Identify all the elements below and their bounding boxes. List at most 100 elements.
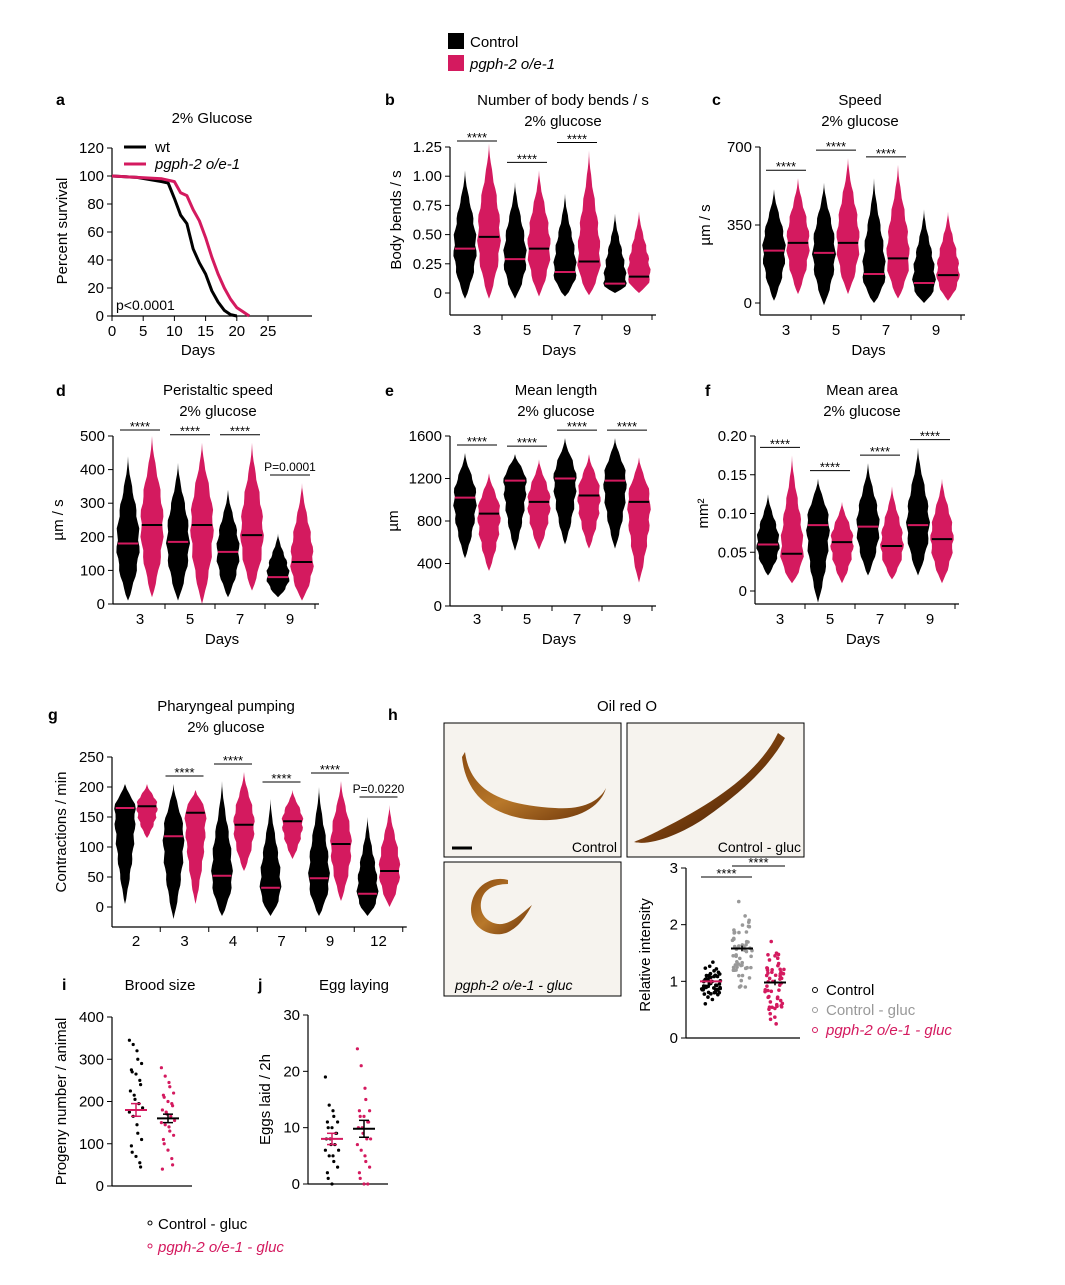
data-point xyxy=(747,976,752,980)
data-point xyxy=(167,1080,171,1085)
violin-control xyxy=(356,817,379,916)
data-point xyxy=(331,1154,335,1158)
violin-pgph xyxy=(330,781,352,901)
data-point xyxy=(713,987,718,992)
chart-title: Peristaltic speed xyxy=(163,382,273,399)
sig-label: **** xyxy=(567,132,587,147)
data-point xyxy=(323,1075,327,1079)
data-point xyxy=(163,1123,167,1127)
data-point xyxy=(160,1108,164,1112)
x-tick-label: 3 xyxy=(782,322,790,339)
y-tick-label: 0 xyxy=(292,1176,300,1193)
x-tick-label: 7 xyxy=(876,611,884,628)
chart-h-title: Oil red O xyxy=(597,698,657,715)
peristaltic-speed-chart: Peristaltic speed 2% glucose µm / s Days 0 10… xyxy=(50,382,319,648)
y-tick-label: 1 xyxy=(670,973,678,990)
y-tick-label: 0 xyxy=(434,285,442,302)
data-point xyxy=(768,1011,773,1016)
sig-label: **** xyxy=(820,460,840,475)
data-point xyxy=(135,1049,139,1053)
violin-pgph xyxy=(281,790,304,859)
x-tick-label: 3 xyxy=(180,933,188,950)
data-point xyxy=(709,992,713,996)
brood-size-chart: Brood size Progeny number / animal 0 100 200… xyxy=(53,977,195,1195)
violin-pgph xyxy=(786,178,810,295)
data-point xyxy=(368,1109,372,1113)
data-point xyxy=(731,953,735,958)
violin-pgph xyxy=(780,455,804,584)
chart-title: 2% glucose xyxy=(524,113,602,130)
data-point xyxy=(133,1097,137,1101)
violin-control xyxy=(453,170,477,299)
x-tick-label: 3 xyxy=(473,611,481,628)
y-axis-label: µm / s xyxy=(50,499,67,540)
data-point xyxy=(766,995,770,1000)
legend-label-pgph: pgph-2 o/e-1 xyxy=(154,156,240,173)
data-point xyxy=(707,973,711,978)
y-axis-label: Contractions / min xyxy=(53,772,70,893)
data-point xyxy=(732,937,736,941)
data-point xyxy=(765,984,769,988)
data-point xyxy=(770,967,774,972)
x-axis-label: Days xyxy=(205,631,239,648)
panel-label-f: f xyxy=(705,383,711,400)
violin-pgph xyxy=(290,483,314,601)
mean-length-chart: Mean length 2% glucose µm Days 0 400 800 1200 16… xyxy=(385,382,656,648)
violin-control xyxy=(812,182,836,306)
data-point xyxy=(779,1005,784,1009)
data-point xyxy=(710,997,715,1002)
data-point xyxy=(134,1154,138,1159)
violin-control xyxy=(862,178,886,303)
data-point xyxy=(172,1091,176,1095)
chart-title: Egg laying xyxy=(319,977,389,994)
data-point xyxy=(713,973,718,978)
y-tick-label: 20 xyxy=(283,1063,300,1080)
y-tick-label: 400 xyxy=(80,462,105,479)
y-tick-label: 0 xyxy=(670,1030,678,1047)
data-point xyxy=(355,1047,359,1051)
data-point xyxy=(168,1085,172,1089)
violin-pgph xyxy=(527,170,551,297)
panel-label-i: i xyxy=(62,977,66,994)
y-tick-label: 50 xyxy=(87,869,104,886)
top-legend: Control pgph-2 o/e-1 xyxy=(448,33,555,73)
data-point xyxy=(702,992,707,996)
y-tick-label: 0.20 xyxy=(718,428,747,445)
sig-label: **** xyxy=(826,139,846,154)
violin-pgph xyxy=(880,486,904,580)
violin-control xyxy=(266,533,290,598)
data-point xyxy=(734,953,738,957)
data-point xyxy=(776,961,781,966)
data-point xyxy=(766,952,770,957)
data-point xyxy=(737,973,741,978)
y-tick-label: 120 xyxy=(79,140,104,157)
data-point xyxy=(732,968,737,973)
y-tick-label: 100 xyxy=(79,1136,104,1153)
chart-a-title: 2% Glucose xyxy=(172,110,253,127)
x-tick-label: 9 xyxy=(926,611,934,628)
sig-label: **** xyxy=(517,151,537,166)
sig-label: **** xyxy=(567,419,587,434)
data-point xyxy=(363,1154,367,1158)
data-point xyxy=(358,1114,362,1118)
data-point xyxy=(716,970,721,975)
y-tick-label: 500 xyxy=(80,428,105,445)
data-point xyxy=(364,1097,368,1102)
violin-control xyxy=(912,209,936,303)
y-tick-label: 0 xyxy=(96,308,104,325)
y-axis-label: µm / s xyxy=(697,204,714,245)
violin-control xyxy=(114,784,136,904)
y-tick-label: 100 xyxy=(80,562,105,579)
y-tick-label: 0 xyxy=(739,583,747,600)
x-tick-label: 2 xyxy=(132,933,140,950)
chart-title: Mean area xyxy=(826,382,898,399)
data-point xyxy=(707,964,712,969)
violin-pgph xyxy=(577,150,601,296)
x-axis-label: Days xyxy=(846,631,880,648)
panel-label-j: j xyxy=(257,977,262,994)
violin-control xyxy=(603,438,627,549)
y-tick-label: 1200 xyxy=(409,471,442,488)
data-point xyxy=(332,1114,336,1118)
data-point xyxy=(778,967,782,972)
legend-swatch-control xyxy=(448,33,464,49)
